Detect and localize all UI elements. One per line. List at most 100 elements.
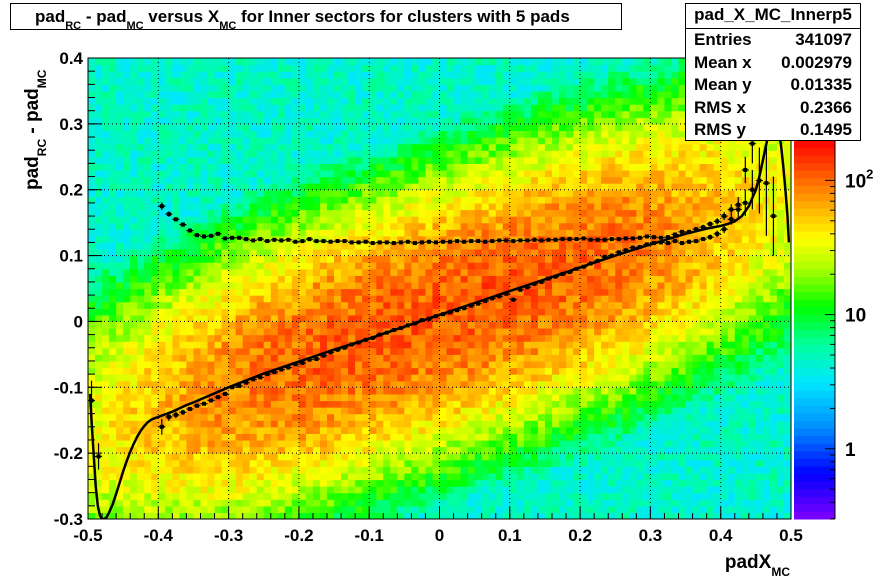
heatmap-cell bbox=[544, 163, 553, 171]
heatmap-cell bbox=[298, 268, 307, 276]
heatmap-cell bbox=[109, 479, 117, 487]
heatmap-cell bbox=[327, 110, 335, 118]
heatmap-cell bbox=[305, 433, 314, 441]
heatmap-cell bbox=[516, 71, 525, 79]
heatmap-cell bbox=[327, 222, 335, 230]
heatmap-cell bbox=[242, 58, 251, 66]
heatmap-cell bbox=[158, 459, 166, 467]
heatmap-cell bbox=[573, 413, 581, 421]
heatmap-cell bbox=[348, 90, 356, 99]
heatmap-cell bbox=[453, 176, 462, 184]
heatmap-cell bbox=[537, 426, 546, 434]
heatmap-cell bbox=[95, 58, 103, 66]
heatmap-cell bbox=[179, 248, 188, 257]
heatmap-cell bbox=[530, 64, 539, 72]
heatmap-cell bbox=[439, 479, 448, 487]
heatmap-cell bbox=[207, 281, 216, 290]
heatmap-cell bbox=[355, 150, 363, 158]
heatmap-cell bbox=[123, 367, 131, 375]
heatmap-cell bbox=[390, 123, 398, 132]
heatmap-cell bbox=[277, 275, 286, 283]
heatmap-cell bbox=[298, 71, 307, 79]
heatmap-cell bbox=[530, 84, 539, 92]
heatmap-cell bbox=[544, 393, 553, 402]
heatmap-cell bbox=[144, 176, 152, 184]
heatmap-cell bbox=[551, 248, 560, 257]
heatmap-cell bbox=[502, 466, 511, 474]
heatmap-cell bbox=[383, 360, 391, 369]
heatmap-cell bbox=[566, 400, 574, 408]
heatmap-cell bbox=[235, 492, 244, 500]
heatmap-cell bbox=[432, 512, 441, 519]
heatmap-cell bbox=[432, 229, 441, 237]
heatmap-cell bbox=[460, 163, 469, 171]
heatmap-cell bbox=[144, 150, 152, 158]
heatmap-cell bbox=[544, 334, 553, 342]
heatmap-cell bbox=[537, 110, 546, 118]
heatmap-cell bbox=[418, 216, 427, 224]
heatmap-cell bbox=[559, 486, 567, 494]
heatmap-cell bbox=[397, 459, 405, 467]
heatmap-cell bbox=[348, 439, 356, 448]
heatmap-cell bbox=[277, 176, 286, 184]
heatmap-cell bbox=[249, 255, 258, 263]
heatmap-cell bbox=[474, 479, 483, 487]
heatmap-cell bbox=[495, 110, 504, 118]
heatmap-cell bbox=[102, 387, 110, 395]
heatmap-cell bbox=[158, 400, 166, 408]
heatmap-cell bbox=[341, 196, 349, 204]
heatmap-cell bbox=[284, 104, 293, 112]
heatmap-cell bbox=[509, 387, 518, 395]
heatmap-cell bbox=[425, 169, 434, 178]
heatmap-cell bbox=[242, 248, 251, 257]
heatmap-cell bbox=[298, 393, 307, 402]
heatmap-cell bbox=[109, 163, 117, 171]
heatmap-cell bbox=[460, 222, 469, 230]
heatmap-cell bbox=[425, 295, 434, 303]
heatmap-cell bbox=[516, 156, 525, 164]
heatmap-cell bbox=[228, 426, 237, 434]
heatmap-cell bbox=[495, 347, 504, 355]
heatmap-cell bbox=[566, 420, 574, 428]
heatmap-cell bbox=[544, 347, 553, 355]
heatmap-cell bbox=[291, 156, 300, 164]
heatmap-cell bbox=[109, 222, 117, 230]
heatmap-cell bbox=[573, 499, 581, 507]
heatmap-cell bbox=[376, 209, 384, 217]
heatmap-cell bbox=[559, 492, 567, 500]
heatmap-cell bbox=[291, 196, 300, 204]
heatmap-cell bbox=[418, 459, 427, 467]
heatmap-cell bbox=[144, 387, 152, 395]
heatmap-cell bbox=[327, 58, 335, 66]
heatmap-cell bbox=[221, 281, 230, 290]
heatmap-cell bbox=[488, 413, 497, 421]
heatmap-cell bbox=[207, 229, 216, 237]
heatmap-cell bbox=[312, 420, 321, 428]
heatmap-cell bbox=[95, 374, 103, 382]
heatmap-cell bbox=[291, 235, 300, 243]
heatmap-cell bbox=[158, 295, 166, 303]
heatmap-cell bbox=[390, 235, 398, 243]
heatmap-cell bbox=[95, 433, 103, 441]
heatmap-cell bbox=[341, 492, 349, 500]
heatmap-cell bbox=[172, 354, 180, 362]
heatmap-cell bbox=[249, 433, 258, 441]
heatmap-cell bbox=[88, 288, 96, 296]
heatmap-cell bbox=[334, 150, 342, 158]
heatmap-cell bbox=[305, 328, 314, 336]
heatmap-cell bbox=[453, 426, 462, 434]
heatmap-cell bbox=[530, 328, 539, 336]
heatmap-cell bbox=[109, 328, 117, 336]
heatmap-cell bbox=[116, 262, 124, 270]
heatmap-cell bbox=[270, 295, 279, 303]
heatmap-cell bbox=[249, 176, 258, 184]
heatmap-cell bbox=[334, 248, 342, 257]
heatmap-cell bbox=[200, 301, 209, 309]
heatmap-cell bbox=[88, 446, 96, 454]
heatmap-cell bbox=[537, 479, 546, 487]
heatmap-cell bbox=[116, 183, 124, 191]
heatmap-cell bbox=[116, 71, 124, 79]
heatmap-cell bbox=[249, 268, 258, 276]
heatmap-cell bbox=[102, 374, 110, 382]
heatmap-cell bbox=[397, 486, 405, 494]
